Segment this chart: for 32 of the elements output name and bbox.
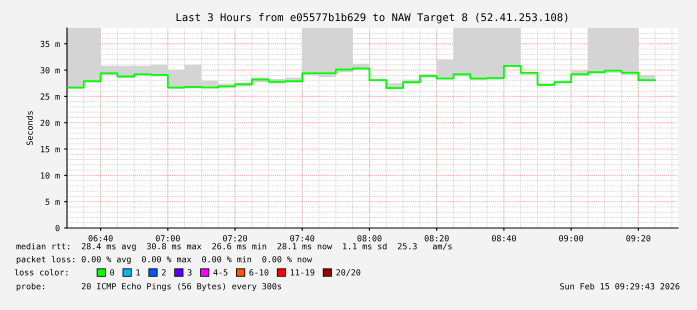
x-tick-label: 07:20: [223, 235, 248, 242]
y-tick-label: 15 m: [40, 146, 60, 152]
y-tick-label: 0: [56, 225, 60, 232]
legend-label: 0: [110, 269, 114, 276]
text: median rtt: 28.4 ms avg 30.8 ms max 26.6 ms min 28.1 ms now 1.1 ms sd 25.3 am/s: [16, 242, 452, 252]
legend-label: 3: [188, 269, 192, 276]
y-tick-label: 5 m: [46, 198, 60, 205]
legend-label: 11-19: [290, 269, 314, 276]
chart-title: Last 3 Hours from e05577b1b629 to NAW Target 8 (52.41.253.108): [176, 13, 568, 24]
y-tick-label: 30 m: [40, 67, 60, 74]
y-tick-label: 20 m: [40, 120, 60, 126]
x-tick-label: 09:00: [559, 235, 584, 242]
x-tick-label: 07:40: [290, 235, 314, 242]
legend-label: 20/20: [336, 269, 360, 276]
x-tick-label: 08:40: [492, 235, 516, 242]
legend-title: loss color:: [14, 268, 68, 276]
text: packet loss: 0.00 % avg 0.00 % max 0.00 % min 0.00 % now: [16, 256, 312, 264]
x-tick-label: 08:20: [424, 235, 449, 242]
y-axis-title: Seconds: [26, 111, 33, 145]
x-tick-label: 07:00: [156, 235, 180, 242]
legend-label: 2: [162, 269, 166, 276]
y-tick-label: 25 m: [40, 93, 60, 100]
legend-label: 1: [136, 269, 140, 276]
y-tick-label: 10 m: [40, 172, 60, 179]
x-tick-label: 08:00: [357, 235, 382, 242]
x-tick-label: 09:20: [626, 235, 650, 242]
y-tick-label: 35 m: [40, 40, 60, 48]
legend-label: 6-10: [249, 269, 268, 276]
x-tick-label: 06:40: [88, 235, 113, 242]
legend-label: 4-5: [213, 269, 228, 276]
text: probe: 20 ICMP Echo Pings (56 Bytes) every 300s: [16, 282, 282, 292]
text: Sun Feb 15 09:29:43 2026: [560, 282, 680, 290]
